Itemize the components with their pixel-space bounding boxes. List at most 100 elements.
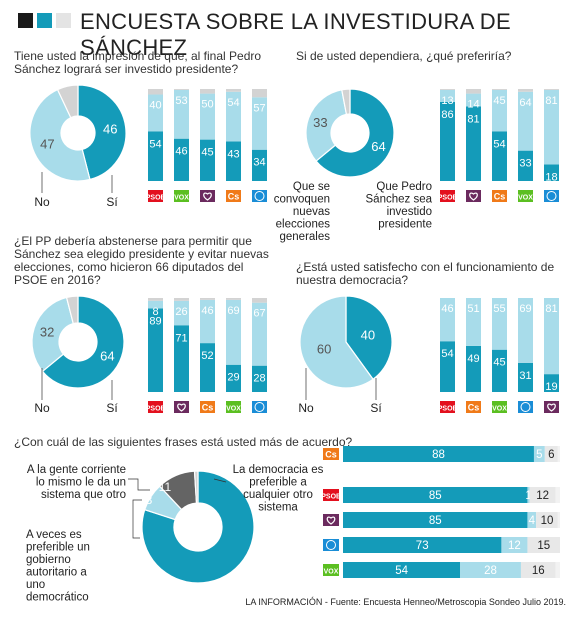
cs-logo: Cs	[466, 401, 481, 413]
psoe-logo-bg	[148, 401, 163, 413]
bar-segment-light	[252, 302, 267, 366]
hbar-value: 85	[429, 515, 442, 527]
bar-value-main: 81	[467, 113, 479, 125]
bar-value-light: 40	[149, 100, 161, 112]
bar-value-main: 19	[545, 381, 557, 393]
psoe-logo: PSOE	[438, 190, 458, 202]
bar-value-main: 34	[253, 157, 265, 169]
hbar-value: 73	[416, 540, 429, 552]
bar-segment-grey	[226, 298, 241, 300]
pp-logo	[323, 539, 339, 551]
bar-value-light: 69	[519, 303, 531, 315]
psoe-logo-label: PSOE	[146, 194, 166, 201]
bar-value-main: 43	[227, 148, 239, 160]
question-4: ¿Está usted satisfecho con el funcionami…	[296, 260, 555, 287]
vox-logo-label: VOX	[174, 194, 189, 201]
bar-segment-light	[544, 89, 559, 165]
hbar-segment	[544, 446, 558, 462]
cs-logo-bg	[226, 190, 241, 202]
hbar-segment	[557, 446, 560, 462]
pie-slice	[305, 89, 348, 162]
pie-value-label: 60	[317, 342, 331, 357]
pie-label-si: Sí	[106, 195, 118, 209]
cs-logo: Cs	[323, 448, 339, 460]
bar-segment-light	[466, 298, 481, 346]
bar-value-light: 8	[152, 306, 158, 318]
bar-segment-main	[226, 364, 241, 392]
pp-gull-icon	[254, 191, 265, 201]
psoe-logo-label: PSOE	[438, 194, 458, 201]
hbar-value: 1	[525, 490, 531, 502]
hbar-segment	[501, 537, 528, 553]
podemos-heart-icon	[177, 403, 186, 412]
hbar-segment	[343, 562, 461, 578]
hbar-value: 6	[548, 449, 554, 461]
pp-gull-icon	[546, 191, 557, 201]
pie-value-label: 64	[371, 139, 385, 154]
page-title: ENCUESTA SOBRE LA INVESTIDURA DE SÁNCHEZ	[80, 9, 511, 60]
cs-logo: Cs	[200, 401, 215, 413]
bar-segment-light	[492, 298, 507, 350]
podemos-logo	[174, 401, 189, 413]
pie-slice	[56, 84, 79, 119]
pie-label-si: Sí	[106, 401, 118, 415]
psoe-logo-label: PSOE	[321, 493, 341, 500]
bar-segment-main	[492, 349, 507, 392]
podemos-logo	[323, 514, 339, 526]
pie-label-elecciones: Que se convoquen nuevas elecciones generales	[274, 181, 331, 243]
bar-value-main: 46	[175, 146, 187, 158]
bar-segment-light	[440, 298, 455, 342]
bar-value-main: 18	[545, 171, 557, 183]
cs-logo-label: Cs	[494, 191, 506, 201]
bar-value-main: 45	[201, 147, 213, 159]
bar-value-light: 54	[227, 97, 239, 109]
bar-segment-grey	[544, 89, 559, 90]
podemos-logo-bg	[174, 401, 189, 413]
bar-value-main: 49	[467, 353, 479, 365]
bar-segment-main	[466, 345, 481, 392]
hbar-value: 12	[508, 540, 521, 552]
vox-logo-bg	[323, 564, 339, 576]
bar-segment-grey	[226, 89, 241, 92]
pp-logo	[544, 190, 559, 202]
pp-gull-icon	[326, 540, 336, 550]
hbar-segment	[557, 512, 560, 528]
hbar-segment	[533, 446, 545, 462]
bar-segment-light	[466, 93, 481, 107]
pie-slice	[193, 470, 199, 504]
bar-segment-light	[518, 298, 533, 363]
psoe-logo: PSOE	[146, 190, 166, 202]
vox-logo: VOX	[174, 190, 189, 202]
hbar-segment	[536, 512, 558, 528]
hbar-value: 28	[484, 565, 497, 577]
source-note: LA INFORMACIÓN - Fuente: Encuesta Henneo…	[245, 597, 566, 607]
bar-segment-light	[148, 300, 163, 309]
hbar-segment	[343, 446, 534, 462]
vox-logo: VOX	[492, 401, 507, 413]
hbar-segment	[460, 562, 521, 578]
bar-value-light: 69	[227, 305, 239, 317]
cs-logo: Cs	[226, 190, 241, 202]
hbar-value: 15	[537, 540, 550, 552]
bar-value-light: 45	[493, 95, 505, 107]
bar-value-light: 57	[253, 102, 265, 114]
hbar-value: 85	[429, 490, 442, 502]
vox-logo-label: VOX	[226, 405, 241, 412]
cs-logo-bg	[200, 401, 215, 413]
vox-logo-bg	[174, 190, 189, 202]
podemos-logo-bg	[466, 190, 481, 202]
cs-logo-label: Cs	[202, 402, 214, 412]
cs-logo-bg	[492, 190, 507, 202]
pie-slice	[31, 296, 75, 373]
podemos-logo-bg	[544, 401, 559, 413]
question-2: Si de usted dependiera, ¿qué preferiría?	[296, 49, 512, 63]
psoe-logo-label: PSOE	[146, 405, 166, 412]
bar-value-light: 53	[175, 95, 187, 107]
psoe-logo-bg	[440, 401, 455, 413]
bar-segment-grey	[200, 89, 215, 94]
question-1: Tiene usted la impresión de que, al fina…	[14, 49, 262, 76]
header-square-black	[18, 13, 33, 28]
vox-logo: VOX	[518, 190, 533, 202]
bar-value-main: 28	[253, 373, 265, 385]
header-square-grey	[56, 13, 71, 28]
